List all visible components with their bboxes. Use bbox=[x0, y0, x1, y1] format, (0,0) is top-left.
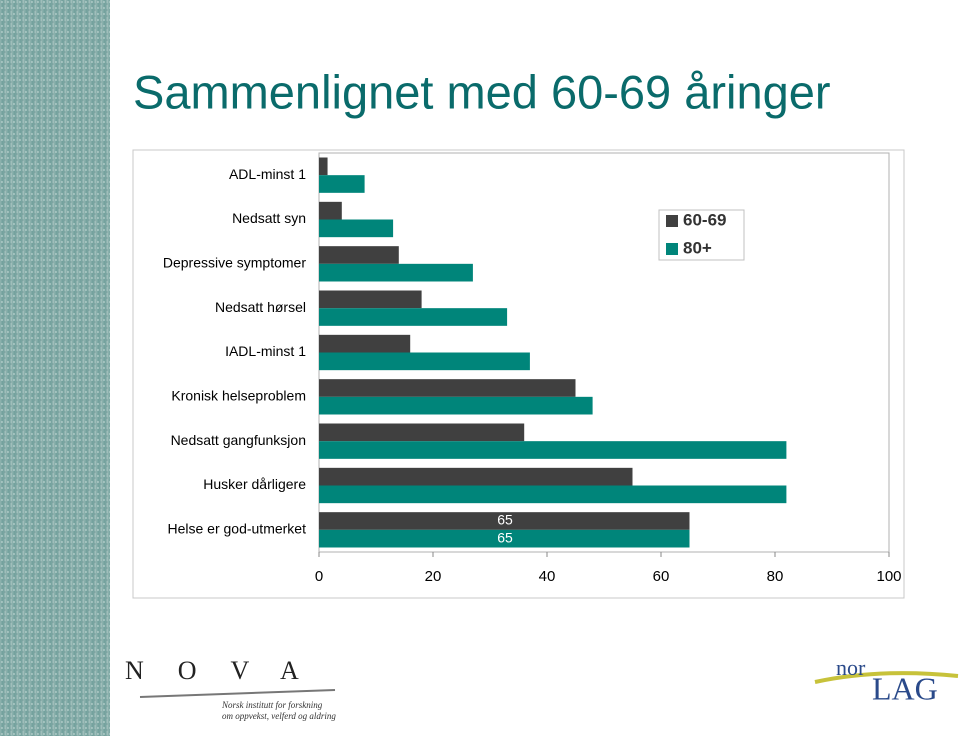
bar bbox=[319, 308, 508, 326]
bar bbox=[319, 263, 473, 282]
nova-swoosh bbox=[139, 689, 336, 698]
logos: NOVA Norsk institutt for forskning om op… bbox=[125, 655, 959, 721]
nova-subtitle: Norsk institutt for forskning bbox=[221, 700, 323, 710]
bar bbox=[319, 352, 530, 371]
bar bbox=[319, 379, 576, 397]
y-tick-label: Depressive symptomer bbox=[163, 255, 306, 271]
decor-strip bbox=[0, 0, 110, 736]
legend-label: 60-69 bbox=[683, 210, 726, 229]
bar bbox=[319, 396, 593, 415]
y-tick-label: Nedsatt gangfunksjon bbox=[171, 432, 306, 448]
bar bbox=[319, 485, 787, 504]
legend-swatch bbox=[666, 243, 678, 255]
x-tick-label: 60 bbox=[653, 568, 670, 585]
x-tick-label: 40 bbox=[539, 568, 556, 585]
legend-swatch bbox=[666, 215, 678, 227]
bar bbox=[319, 157, 328, 176]
y-tick-label: Kronisk helseproblem bbox=[171, 388, 306, 404]
y-tick-label: Nedsatt hørsel bbox=[215, 299, 306, 315]
nova-logo: NOVA bbox=[125, 656, 333, 685]
bar bbox=[319, 512, 690, 530]
x-tick-label: 20 bbox=[425, 568, 442, 585]
bar bbox=[319, 175, 365, 193]
value-label: 65 bbox=[497, 512, 513, 528]
bar bbox=[319, 290, 422, 309]
bar bbox=[319, 334, 411, 353]
value-label: 65 bbox=[497, 529, 513, 545]
bar bbox=[319, 529, 690, 548]
y-tick-label: Nedsatt syn bbox=[232, 210, 306, 226]
slide-title: Sammenlignet med 60-69 åringer bbox=[133, 65, 831, 118]
y-tick-label: Husker dårligere bbox=[203, 476, 306, 492]
norlag-big: LAG bbox=[872, 670, 938, 706]
bar bbox=[319, 246, 399, 264]
bar bbox=[319, 467, 633, 486]
bar bbox=[319, 441, 787, 459]
bar bbox=[319, 219, 394, 238]
x-tick-label: 100 bbox=[876, 568, 901, 585]
bar bbox=[319, 423, 525, 442]
x-tick-label: 80 bbox=[767, 568, 784, 585]
bar bbox=[319, 201, 342, 220]
y-tick-label: Helse er god-utmerket bbox=[167, 521, 306, 537]
norlag-small: nor bbox=[836, 655, 866, 680]
x-tick-label: 0 bbox=[315, 568, 323, 585]
legend-label: 80+ bbox=[683, 238, 712, 257]
norlag-swoosh bbox=[814, 671, 959, 684]
nova-subtitle: om oppvekst, velferd og aldring bbox=[222, 711, 336, 721]
y-tick-label: IADL-minst 1 bbox=[225, 343, 306, 359]
y-tick-label: ADL-minst 1 bbox=[229, 166, 306, 182]
